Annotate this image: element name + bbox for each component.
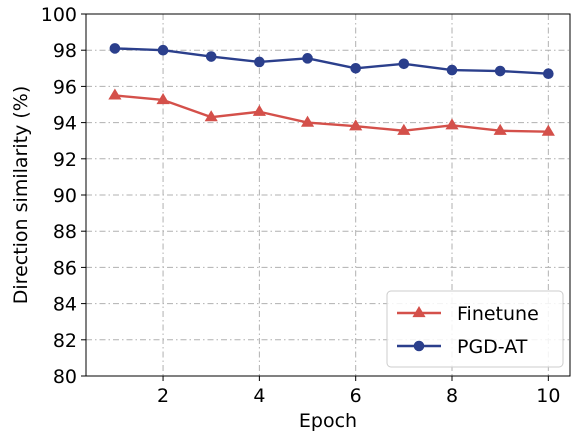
- data-point: [109, 43, 121, 54]
- y-tick-label: 92: [53, 149, 77, 171]
- x-tick-label: 2: [157, 385, 169, 407]
- y-tick-label: 88: [53, 221, 77, 243]
- data-point: [543, 68, 554, 80]
- data-point: [302, 53, 313, 64]
- legend-marker: [413, 340, 425, 352]
- y-axis-label: Direction similarity (%): [10, 86, 32, 304]
- legend: Finetune PGD-AT: [386, 290, 564, 368]
- data-point: [541, 124, 555, 136]
- series-layer: [108, 43, 555, 136]
- axes-layer: 80 82 84 86 88 90 92 94 96 98 100 2 4 6 8 10: [41, 4, 571, 407]
- y-tick-label: 96: [53, 76, 77, 98]
- x-axis-label: Epoch: [299, 410, 357, 432]
- legend-item: Finetune: [397, 303, 539, 325]
- data-point: [157, 44, 169, 56]
- x-tick-label: 4: [253, 385, 265, 407]
- data-point: [204, 110, 218, 122]
- legend-label: PGD-AT: [457, 336, 528, 358]
- data-point: [493, 123, 507, 135]
- series-finetune: [108, 88, 555, 136]
- data-point: [300, 115, 315, 127]
- data-point: [108, 88, 122, 100]
- y-tick-label: 84: [53, 294, 77, 316]
- y-tick-label: 94: [53, 113, 77, 135]
- y-tick-label: 86: [53, 257, 77, 279]
- x-tick-label: 10: [536, 385, 560, 407]
- series-line: [114, 47, 549, 75]
- legend-box: [386, 290, 564, 368]
- x-tick-label: 8: [446, 385, 458, 407]
- legend-item: PGD-AT: [397, 336, 528, 358]
- series-line: [114, 94, 549, 133]
- data-point: [205, 51, 217, 62]
- data-point: [494, 65, 506, 77]
- y-tick-label: 90: [53, 185, 77, 207]
- data-point: [398, 58, 410, 70]
- data-point: [254, 56, 265, 68]
- data-point: [252, 104, 266, 116]
- legend-marker: [412, 306, 426, 318]
- x-tick-label: 6: [350, 385, 362, 407]
- data-point: [349, 119, 363, 131]
- data-point: [445, 118, 459, 130]
- data-point: [397, 123, 411, 135]
- data-point: [446, 64, 458, 76]
- y-tick-label: 100: [41, 4, 77, 26]
- series-pgd-at: [109, 43, 554, 80]
- y-tick-label: 82: [53, 330, 77, 352]
- legend-label: Finetune: [457, 303, 539, 325]
- data-point: [350, 63, 361, 74]
- data-point: [156, 92, 170, 105]
- y-tick-label: 98: [53, 40, 77, 62]
- y-tick-label: 80: [53, 366, 77, 388]
